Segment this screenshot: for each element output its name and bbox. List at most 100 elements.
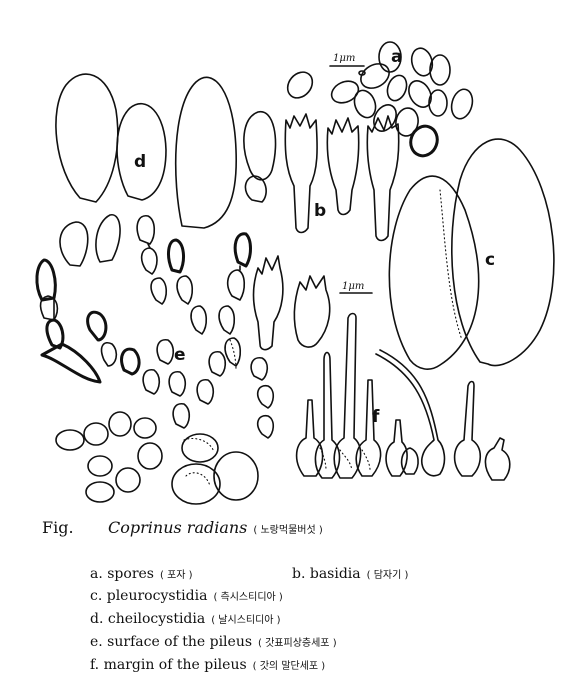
cell <box>108 411 132 437</box>
cell <box>115 467 141 493</box>
legend-item-text: b. basidia <box>292 566 361 582</box>
cheilocystidium <box>55 73 119 203</box>
cell <box>142 368 161 395</box>
basidium <box>293 275 331 348</box>
cell <box>224 337 242 367</box>
cell-dark <box>40 342 102 384</box>
legend-item-a: a. spores ( 포자 ) <box>90 566 193 582</box>
species-korean: ( 노랑먹물버섯 ) <box>253 525 323 536</box>
basidium <box>284 113 318 234</box>
cell-dots <box>339 449 353 471</box>
cell <box>100 342 118 367</box>
legend-item-text: e. surface of the pileus <box>90 634 253 650</box>
cell <box>140 247 158 275</box>
cell <box>55 429 85 451</box>
cheilocystidium <box>243 111 277 181</box>
legend-item-d: d. cheilocystidia ( 날시스티디아 ) <box>90 611 281 627</box>
label-e: e <box>174 345 186 365</box>
cheilocystidia-group <box>55 73 277 267</box>
cell-dark <box>233 232 252 268</box>
figure-caption: Fig. Coprinus radians ( 노랑먹물버섯 ) a. spore… <box>0 518 584 698</box>
spore <box>330 80 360 104</box>
spore <box>378 41 402 73</box>
cheilocystidium <box>174 76 237 229</box>
cell <box>196 378 215 405</box>
cheilocystidium <box>95 214 121 263</box>
spore <box>286 71 314 99</box>
scale-bar-top: 1μm <box>329 53 365 67</box>
cheilocystidium <box>244 175 267 203</box>
cell <box>172 402 191 429</box>
illustration-svg: 1μm a d b c <box>35 41 555 505</box>
cell <box>156 338 175 365</box>
cell <box>83 422 109 446</box>
marginal-cell <box>314 351 341 479</box>
legend-item-b: b. basidia ( 담자기 ) <box>292 566 408 582</box>
cell <box>208 350 227 377</box>
label-a: a <box>391 47 402 67</box>
scale-bar-label-top: 1μm <box>333 53 355 64</box>
species-latin: Coprinus radians <box>108 518 248 537</box>
spore <box>386 74 408 102</box>
cell <box>218 305 236 335</box>
cell-dots <box>183 437 215 453</box>
spore <box>395 107 419 137</box>
pleurocystidium <box>388 175 480 370</box>
legend-item-text: a. spores <box>90 566 154 582</box>
cell-dark <box>120 347 141 376</box>
label-b: b <box>314 201 326 221</box>
cell <box>137 442 163 470</box>
cell <box>39 295 59 321</box>
legend-item-korean: ( 포자 ) <box>159 570 193 581</box>
figure-number: Fig. <box>42 518 74 537</box>
legend-item-korean: ( 갓의 말단세포 ) <box>252 661 326 672</box>
label-c: c <box>485 250 495 270</box>
spore <box>429 54 451 86</box>
pileus-surface-group <box>35 215 275 505</box>
cell-large <box>171 463 221 505</box>
cheilocystidium <box>59 221 89 267</box>
legend-item-text: d. cheilocystidia <box>90 611 206 627</box>
species-name: Coprinus radians ( 노랑먹물버섯 ) <box>108 518 323 537</box>
cell <box>176 275 194 305</box>
cell-dark <box>35 258 57 302</box>
pleurocystidium <box>451 138 555 367</box>
cell <box>226 269 246 301</box>
cell <box>190 305 208 335</box>
legend-item-korean: ( 측시스티디아 ) <box>213 592 283 603</box>
marginal-cell <box>333 312 362 479</box>
legend-item-f: f. margin of the pileus ( 갓의 말단세포 ) <box>90 657 325 673</box>
chain-link <box>147 243 151 249</box>
cell-dots <box>185 472 211 487</box>
cell <box>85 481 115 503</box>
spore <box>373 104 397 132</box>
marginal-cell <box>385 419 408 477</box>
cell <box>256 414 275 439</box>
cell <box>181 433 219 463</box>
basidia-group <box>252 113 400 351</box>
marginal-cell <box>295 399 324 477</box>
cell <box>136 215 156 245</box>
cell-dots <box>319 447 327 471</box>
spore <box>428 89 448 117</box>
marginal-hypha <box>375 349 446 477</box>
spore <box>410 47 434 77</box>
spore <box>450 88 474 120</box>
scale-bar-label-mid: 1μm <box>342 281 364 292</box>
cell <box>168 370 187 397</box>
legend-item-korean: ( 갓표피상층세포 ) <box>258 638 337 649</box>
cheilocystidium <box>116 102 167 201</box>
spore <box>353 89 377 119</box>
cell <box>87 455 113 477</box>
cell <box>133 417 157 439</box>
spore-dark <box>409 124 439 158</box>
pleurocystidia-group <box>388 138 555 370</box>
spore <box>360 63 390 89</box>
legend-item-text: c. pleurocystidia <box>90 588 208 604</box>
cell-large <box>213 451 259 501</box>
spore <box>408 80 432 108</box>
cell-dark <box>167 238 185 274</box>
label-f: f <box>372 407 380 427</box>
cell <box>256 384 275 409</box>
spores-group <box>286 41 474 158</box>
